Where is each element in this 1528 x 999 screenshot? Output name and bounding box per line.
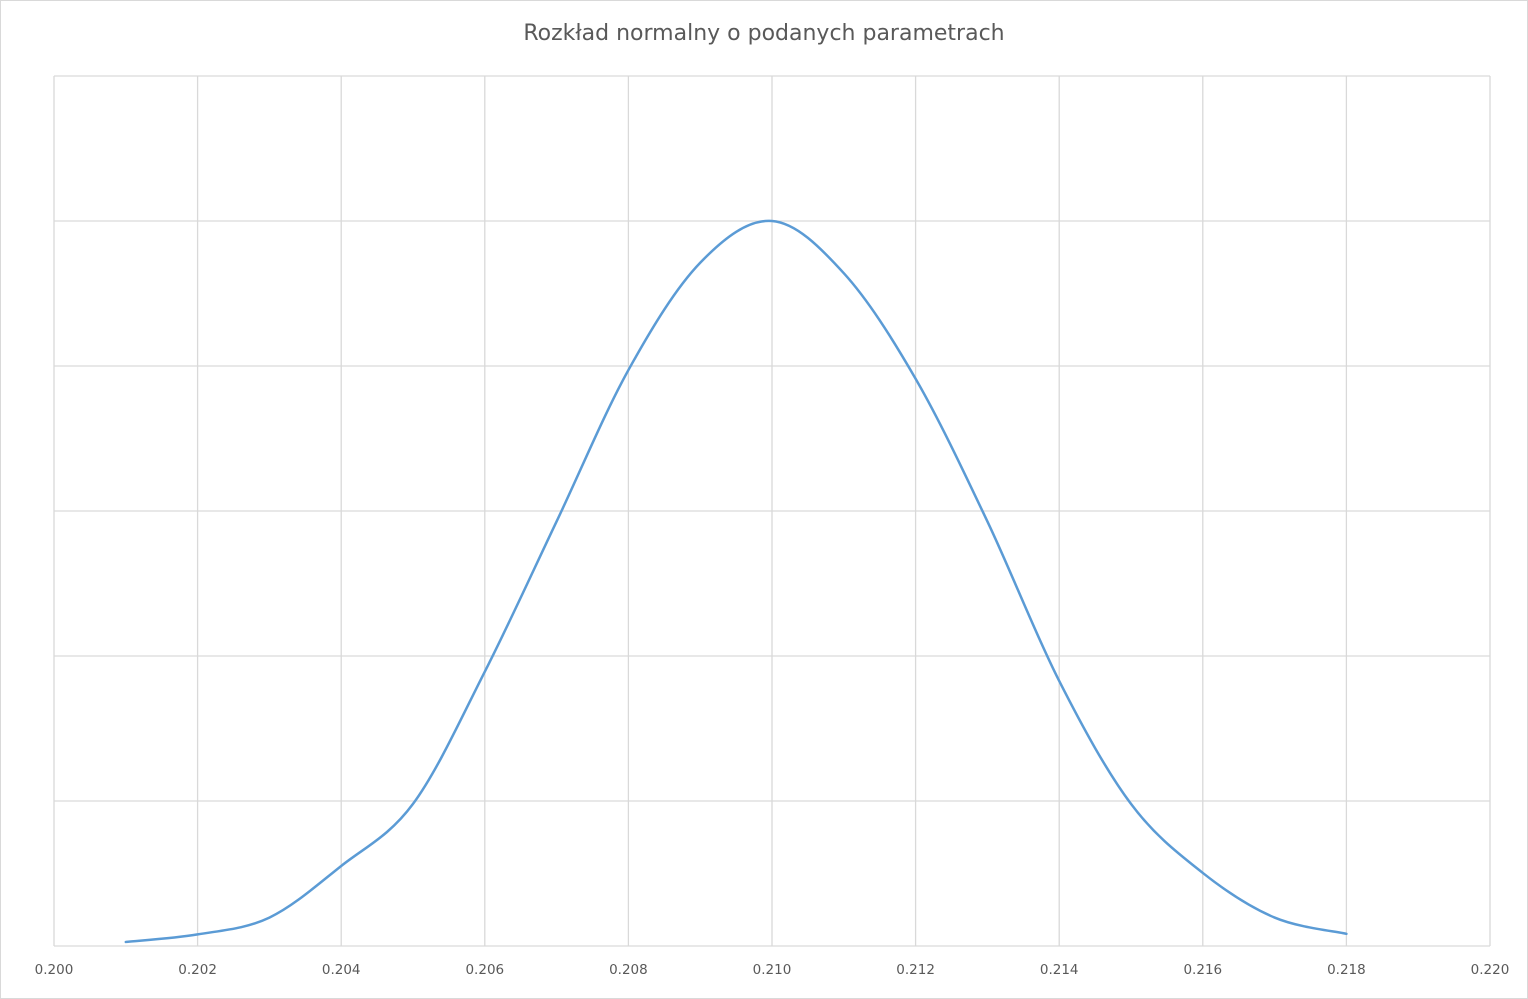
- series-line: [124, 219, 1348, 944]
- x-tick-label: 0.212: [896, 962, 935, 978]
- x-tick-label: 0.218: [1327, 962, 1366, 978]
- x-axis-tick-labels: 0.200 0.202 0.204 0.206 0.208 0.210 0.212 0.214…: [35, 962, 1510, 978]
- horizontal-gridlines: [54, 75, 1490, 947]
- x-tick-label: 0.208: [609, 962, 648, 978]
- x-tick-label: 0.220: [1471, 962, 1510, 978]
- x-tick-label: 0.202: [178, 962, 217, 978]
- x-tick-label: 0.214: [1040, 962, 1079, 978]
- x-tick-label: 0.210: [753, 962, 792, 978]
- x-tick-label: 0.216: [1183, 962, 1222, 978]
- x-tick-label: 0.206: [465, 962, 504, 978]
- chart-title: Rozkład normalny o podanych parametrach: [523, 21, 1005, 46]
- x-tick-label: 0.204: [322, 962, 361, 978]
- x-tick-label: 0.200: [35, 962, 74, 978]
